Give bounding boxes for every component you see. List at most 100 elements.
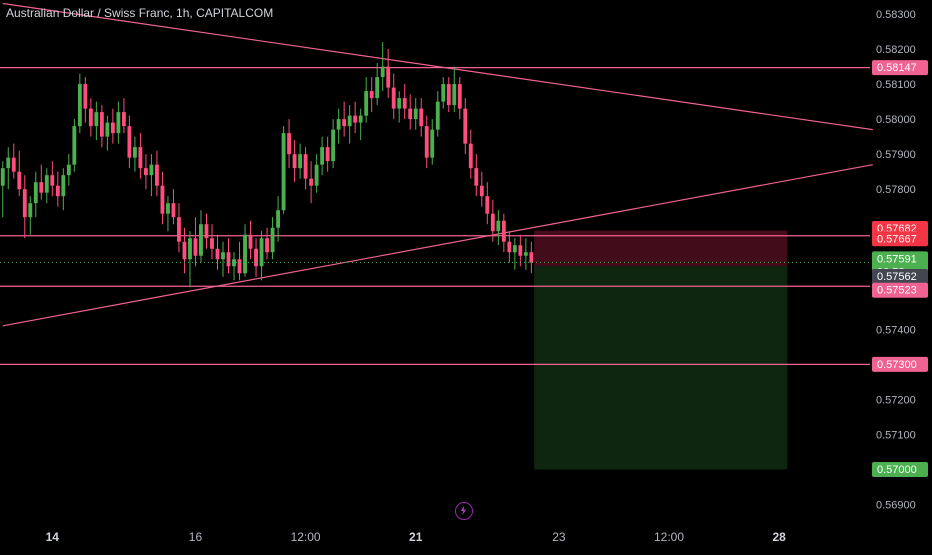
candle-body (210, 238, 214, 249)
candle-body (474, 168, 479, 186)
candle-body (391, 87, 396, 109)
candle-body (221, 252, 225, 260)
candle-body (44, 175, 49, 193)
candle-body (518, 245, 523, 256)
candle-body (138, 147, 143, 169)
price-tag-label: 0.57667 (877, 233, 917, 245)
candle-body (94, 112, 99, 127)
candle-body (413, 108, 418, 120)
candle-body (309, 178, 314, 186)
candle-body (364, 91, 369, 116)
time-tick-label: 16 (189, 530, 203, 544)
time-axis: 14 16 12:00 21 23 12:00 28 (46, 530, 787, 544)
price-tag (872, 356, 928, 372)
candle-body (435, 101, 440, 130)
candle-body (331, 129, 336, 162)
horizontal-lines (0, 67, 870, 365)
price-tick-label: 0.58300 (876, 9, 916, 21)
candle-body (501, 220, 506, 242)
candle-body (77, 84, 82, 127)
time-tick-label: 21 (409, 530, 423, 544)
candle-body (259, 238, 264, 267)
candle-body (424, 126, 429, 158)
candle-body (325, 147, 330, 162)
candle-body (226, 252, 231, 267)
candle-body (243, 234, 247, 274)
candle-body (232, 259, 236, 267)
candle-body (28, 203, 33, 218)
price-tick-label: 0.57800 (876, 184, 916, 196)
candle-body (193, 238, 198, 256)
candle-body (397, 98, 402, 109)
price-tag (872, 282, 928, 298)
candle-body (171, 203, 176, 218)
candle-body (188, 238, 192, 260)
price-tick-label: 0.56900 (876, 499, 916, 511)
time-tick-label: 14 (46, 530, 60, 544)
chart-title: Australian Dollar / Swiss Franc, 1h, CAP… (6, 6, 274, 20)
take-profit-zone (534, 266, 788, 470)
candle-body (457, 84, 462, 109)
candle-body (61, 175, 66, 197)
price-tag-label: 0.57562 (877, 271, 917, 283)
candle-body (83, 84, 88, 109)
candle-body (523, 252, 528, 256)
candle-body (468, 143, 473, 169)
price-tick-label: 0.58200 (876, 44, 916, 56)
candle-body (17, 171, 22, 190)
candle-body (265, 238, 269, 253)
candle-body (292, 154, 297, 169)
candle-body (298, 154, 303, 169)
candle-body (408, 108, 413, 120)
candle-body (479, 185, 484, 197)
candle-body (270, 227, 275, 253)
candle-body (204, 224, 209, 239)
candle-body (342, 119, 347, 127)
stop-loss-zone (534, 230, 788, 267)
candle-body (276, 210, 280, 228)
candle-body (166, 203, 170, 214)
candle-body (132, 147, 137, 158)
candle-body (248, 234, 253, 249)
candles (0, 42, 534, 288)
candle-body (446, 84, 451, 106)
candle-body (127, 126, 132, 158)
time-tick-label: 23 (552, 530, 566, 544)
candle-body (33, 182, 38, 204)
candle-body (88, 108, 93, 127)
candle-body (55, 185, 60, 197)
candle-body (463, 108, 468, 144)
trendline (2, 164, 873, 327)
candle-body (375, 77, 380, 99)
price-tick-label: 0.57200 (876, 394, 916, 406)
candle-body (177, 217, 181, 242)
candle-body (121, 112, 126, 127)
candle-body (452, 84, 457, 106)
candle-body (402, 98, 407, 109)
candle-body (39, 182, 44, 193)
price-tag-label: 0.57000 (877, 464, 917, 476)
price-tag (872, 269, 928, 285)
price-tick-label: 0.57900 (876, 149, 916, 161)
candle-body (441, 84, 446, 102)
candle-body (155, 164, 159, 186)
candle-body (182, 241, 187, 260)
price-tags: 0.581470.576820.576670.5759100:520.57562… (872, 60, 928, 477)
price-tag (872, 461, 928, 477)
candle-body (149, 164, 154, 176)
candle-body (314, 164, 319, 186)
candle-body (303, 154, 308, 179)
candle-body (485, 196, 490, 214)
candle-body (512, 245, 517, 253)
candle-body (0, 168, 5, 186)
candle-body (347, 115, 352, 127)
candle-body (50, 175, 55, 186)
candle-body (6, 157, 11, 169)
price-tick-label: 0.57400 (876, 324, 916, 336)
candle-body (380, 66, 385, 78)
price-tag-label: 0.57523 (877, 285, 917, 297)
lightning-icon[interactable] (455, 502, 473, 520)
price-tick-label: 0.58100 (876, 79, 916, 91)
